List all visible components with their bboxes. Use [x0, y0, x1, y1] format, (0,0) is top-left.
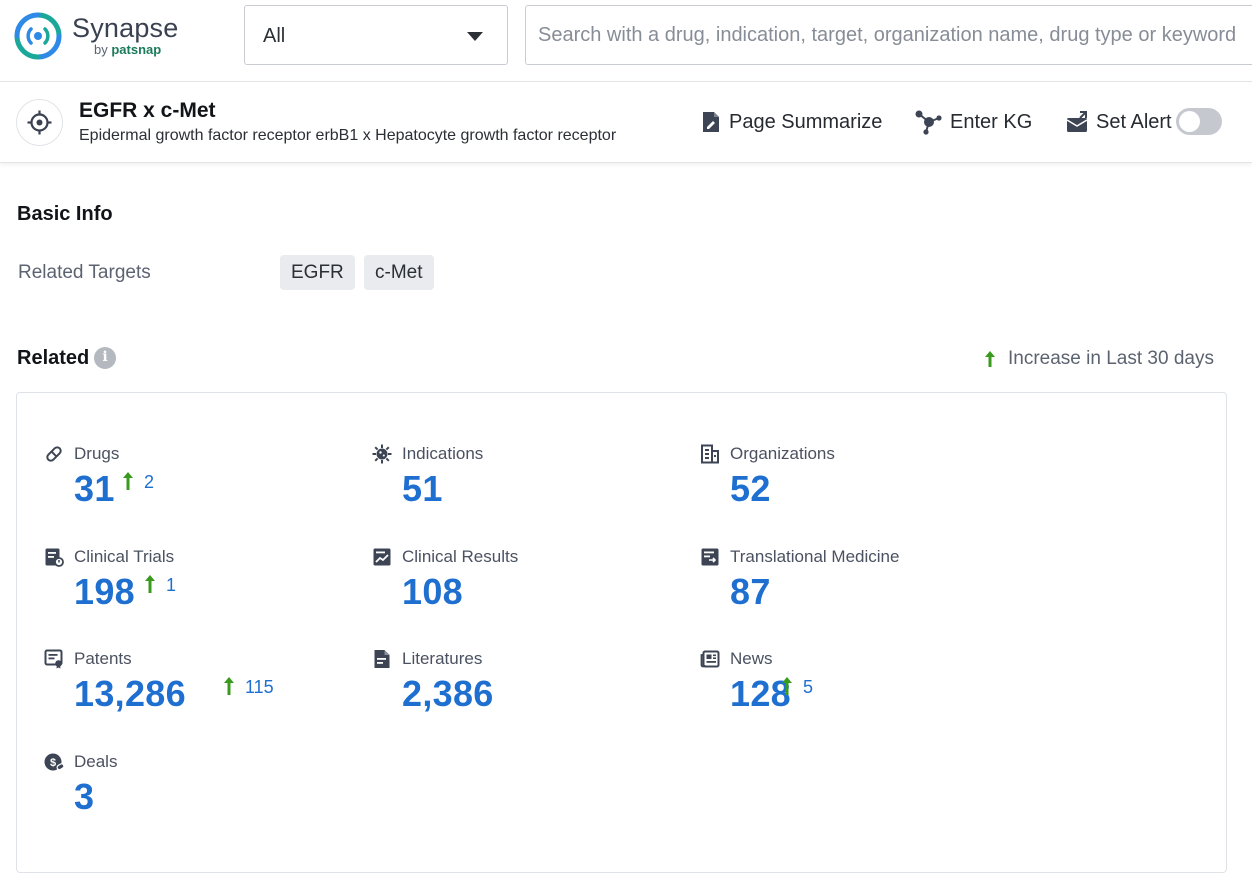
translational-doc-icon: [700, 547, 720, 567]
search-input[interactable]: [526, 6, 1252, 64]
clinical-trial-icon: [44, 547, 64, 567]
brand-by-patsnap: patsnap: [111, 42, 161, 57]
stat-label: Organizations: [730, 444, 835, 464]
stat-increase: 1: [144, 574, 176, 596]
related-stats-card: Drugs 31 2 Indications 51 Org: [16, 392, 1227, 873]
deal-icon: $: [44, 752, 64, 772]
stat-value: 3: [74, 776, 94, 818]
stat-value: 31: [74, 468, 115, 510]
enter-kg-label: Enter KG: [950, 111, 1032, 134]
caret-down-icon: [467, 32, 483, 41]
stat-increase: 5: [781, 676, 813, 698]
stat-label: Deals: [74, 752, 117, 772]
increase-legend: Increase in Last 30 days: [984, 347, 1214, 371]
stat-value: 108: [402, 571, 463, 613]
target-tag[interactable]: EGFR: [280, 255, 355, 290]
stat-value: 2,386: [402, 673, 494, 715]
stat-drugs[interactable]: Drugs 31 2: [44, 443, 344, 525]
brand-name: Synapse: [72, 13, 178, 44]
top-bar: Synapse by patsnap All: [0, 0, 1252, 82]
set-alert-toggle[interactable]: [1176, 108, 1222, 135]
stat-increase-value: 115: [245, 678, 274, 696]
brand-by-label: by: [94, 42, 108, 57]
page-summarize-button[interactable]: Page Summarize: [701, 108, 882, 136]
info-icon[interactable]: i: [94, 347, 116, 369]
target-tag[interactable]: c-Met: [364, 255, 434, 290]
search-box: [525, 5, 1252, 65]
patent-icon: [44, 649, 64, 669]
arrow-up-icon: [122, 471, 134, 491]
stat-label: Literatures: [402, 649, 482, 669]
stat-increase: 115: [223, 676, 274, 698]
knowledge-graph-icon: [914, 109, 942, 135]
stat-news[interactable]: News 128 5: [700, 648, 1000, 730]
document-icon: [372, 649, 392, 669]
brand-byline: by patsnap: [94, 42, 161, 57]
set-alert-action: Set Alert: [1066, 108, 1172, 136]
related-heading: Related: [17, 347, 89, 370]
related-targets-label: Related Targets: [18, 262, 151, 284]
stat-value: 87: [730, 571, 771, 613]
search-scope-value: All: [263, 25, 285, 48]
newspaper-icon: [700, 649, 720, 669]
summarize-doc-icon: [701, 111, 721, 133]
stat-label: Translational Medicine: [730, 547, 899, 567]
stat-organizations[interactable]: Organizations 52: [700, 443, 1000, 525]
stat-label: Indications: [402, 444, 483, 464]
entity-header: EGFR x c-Met Epidermal growth factor rec…: [0, 82, 1252, 163]
arrow-up-icon: [781, 676, 793, 696]
svg-text:$: $: [50, 757, 56, 769]
stat-label: Clinical Trials: [74, 547, 174, 567]
stat-label: Drugs: [74, 444, 119, 464]
basic-info-heading: Basic Info: [17, 203, 113, 226]
increase-legend-label: Increase in Last 30 days: [1008, 348, 1214, 370]
stat-increase-value: 5: [803, 678, 813, 696]
synapse-logo-mark-icon: [14, 12, 62, 60]
toggle-knob: [1179, 111, 1200, 132]
target-icon: [16, 99, 63, 146]
stat-literatures[interactable]: Literatures 2,386: [372, 648, 672, 730]
virus-icon: [372, 444, 392, 464]
stat-translational-medicine[interactable]: Translational Medicine 87: [700, 546, 1000, 628]
synapse-logo[interactable]: Synapse by patsnap: [14, 12, 184, 62]
arrow-up-icon: [144, 574, 156, 594]
stat-increase: 2: [122, 471, 154, 493]
stat-value: 52: [730, 468, 771, 510]
stat-label: Patents: [74, 649, 132, 669]
stat-clinical-trials[interactable]: Clinical Trials 198 1: [44, 546, 344, 628]
stat-value: 13,286: [74, 673, 186, 715]
page-summarize-label: Page Summarize: [729, 111, 882, 134]
arrow-up-icon: [984, 350, 996, 368]
stat-indications[interactable]: Indications 51: [372, 443, 672, 525]
alert-mail-icon: [1066, 111, 1088, 133]
building-icon: [700, 444, 720, 464]
arrow-up-icon: [223, 676, 235, 696]
stat-deals[interactable]: $ Deals 3: [44, 751, 344, 833]
page-subtitle: Epidermal growth factor receptor erbB1 x…: [79, 127, 616, 145]
stat-increase-value: 2: [144, 473, 154, 491]
stat-value: 51: [402, 468, 443, 510]
page-title: EGFR x c-Met: [79, 99, 216, 123]
stat-label: Clinical Results: [402, 547, 518, 567]
search-scope-select[interactable]: All: [244, 5, 508, 65]
stat-value: 198: [74, 571, 135, 613]
enter-kg-button[interactable]: Enter KG: [914, 108, 1032, 136]
stat-label: News: [730, 649, 773, 669]
stat-patents[interactable]: Patents 13,286 115: [44, 648, 344, 730]
stat-clinical-results[interactable]: Clinical Results 108: [372, 546, 672, 628]
set-alert-label: Set Alert: [1096, 111, 1172, 134]
stat-increase-value: 1: [166, 576, 176, 594]
chart-report-icon: [372, 547, 392, 567]
pill-icon: [44, 444, 64, 464]
